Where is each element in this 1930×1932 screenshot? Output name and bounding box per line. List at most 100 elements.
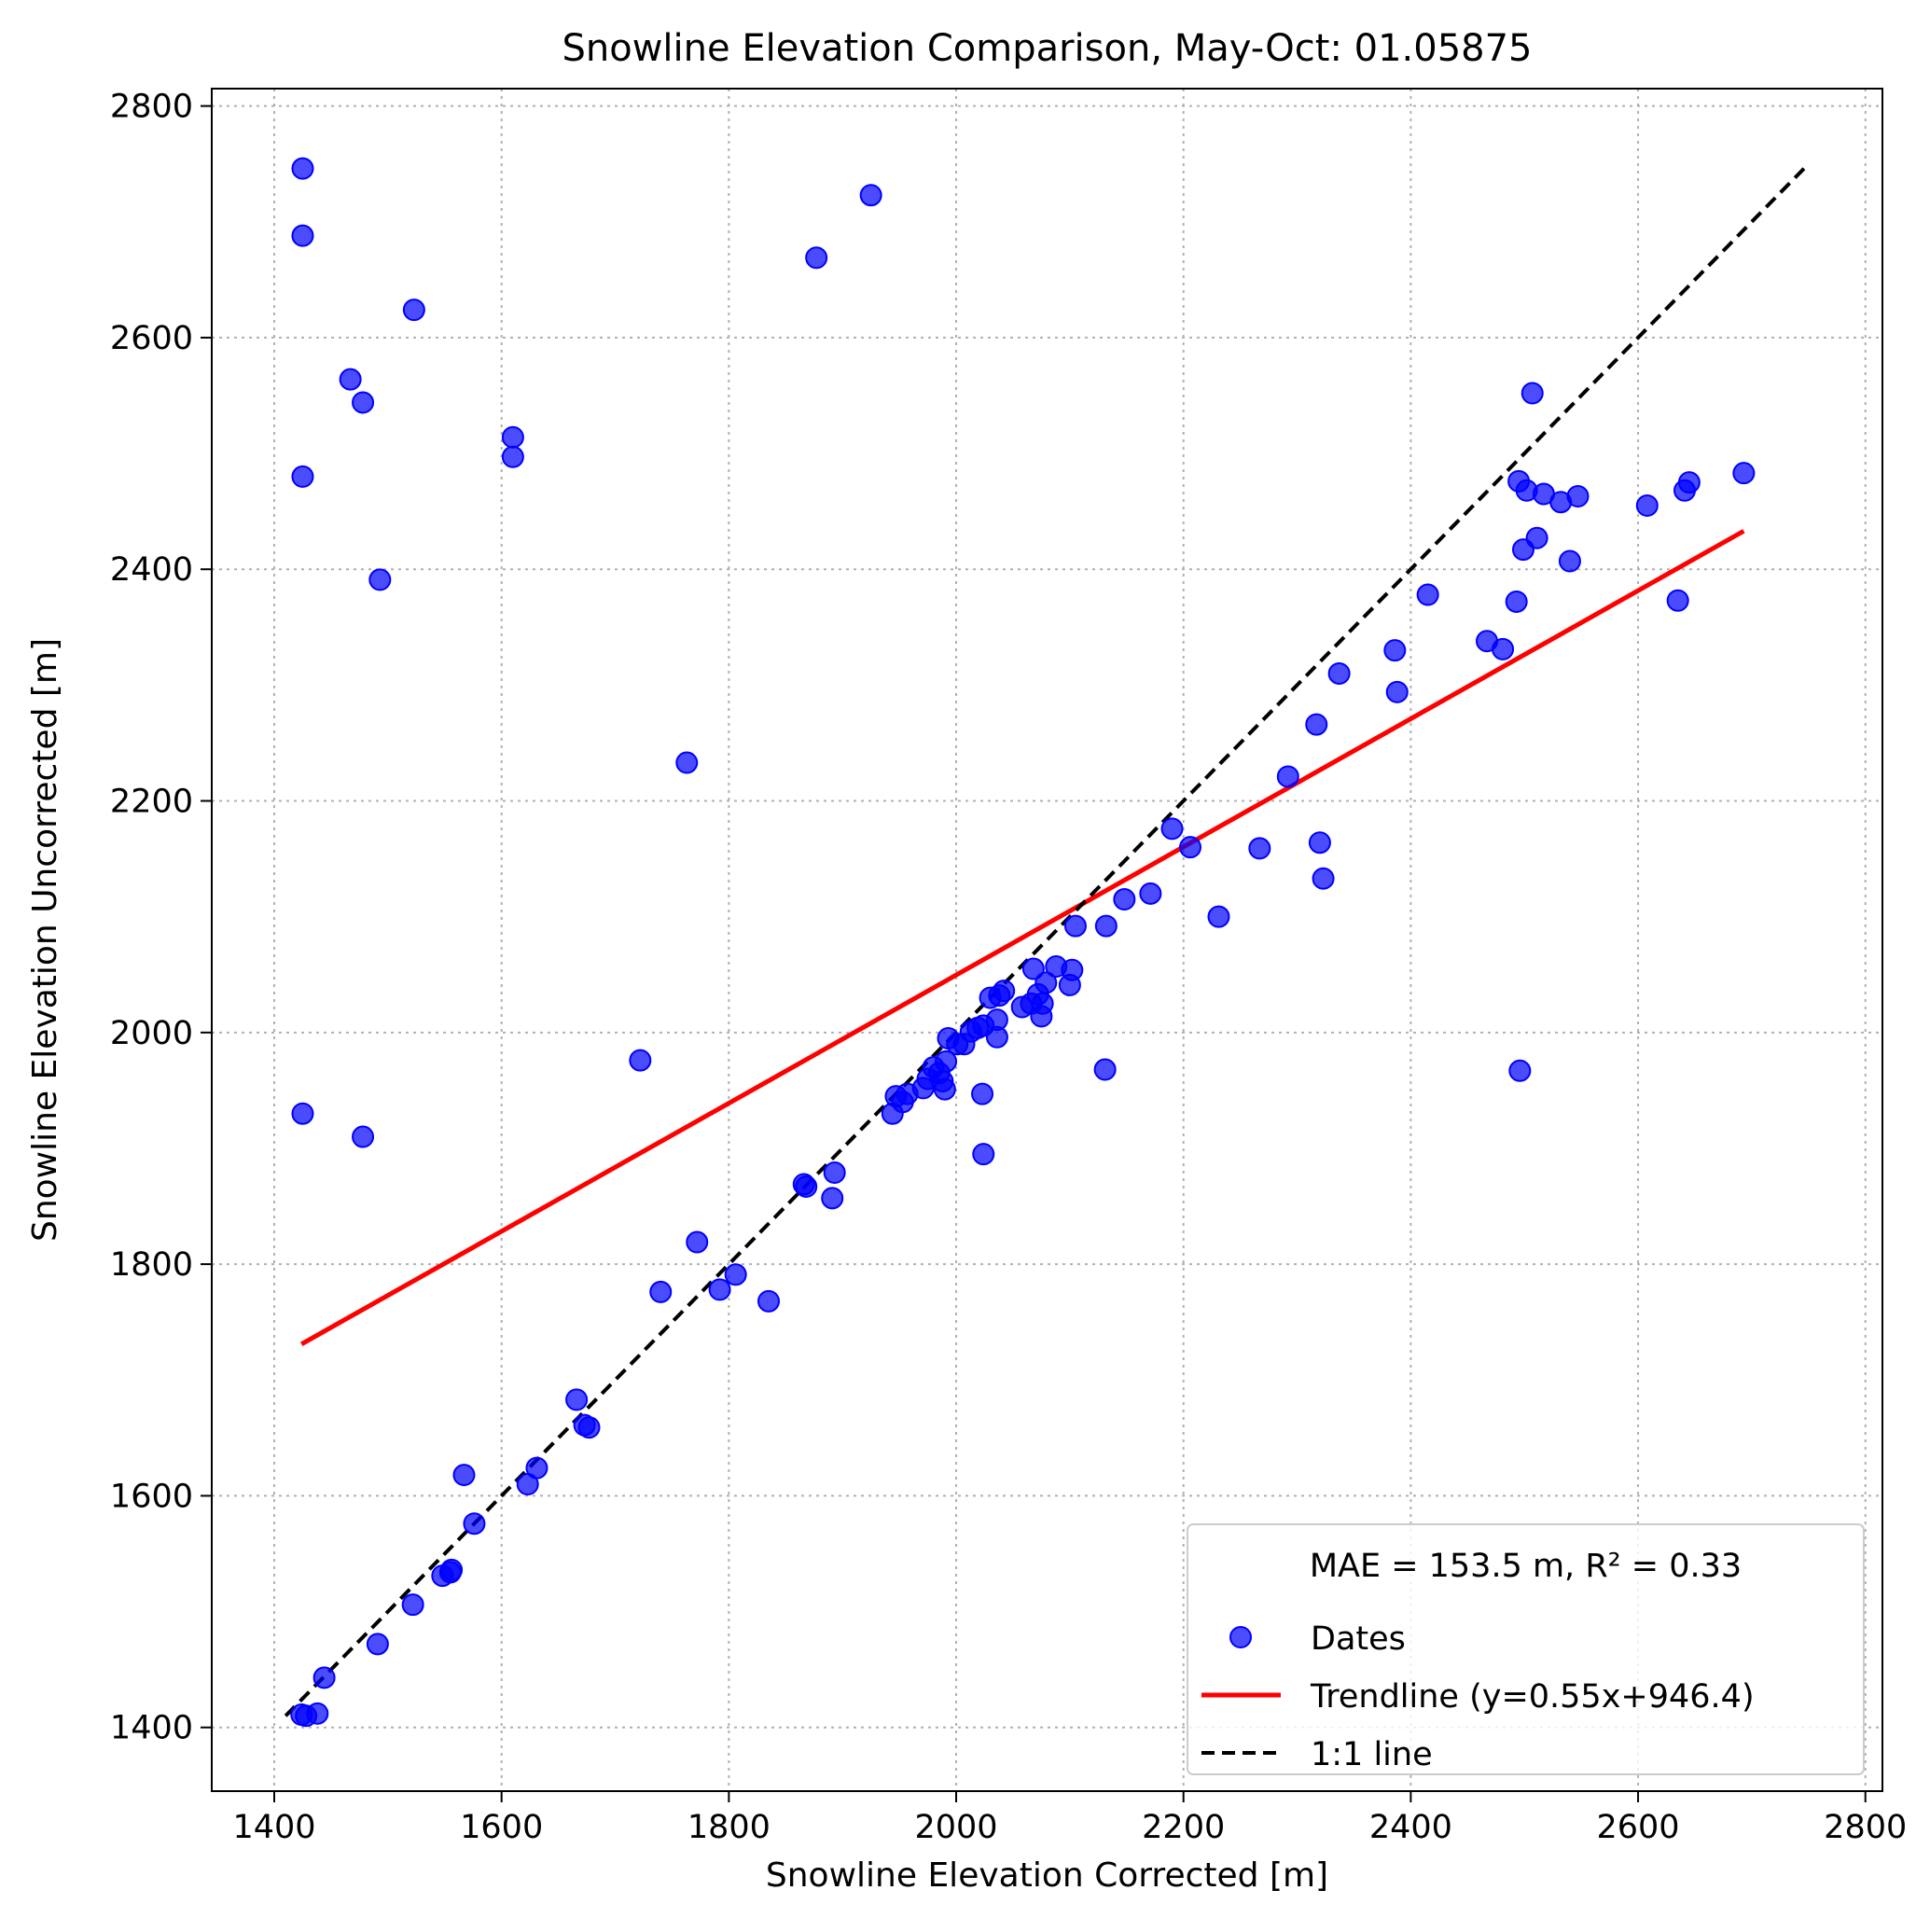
data-point	[1508, 1059, 1532, 1082]
data-point	[1063, 914, 1087, 938]
data-point	[1520, 382, 1544, 405]
data-point	[577, 1416, 601, 1439]
data-point	[708, 1278, 731, 1301]
data-point	[525, 1456, 548, 1480]
y-tick-label: 2200	[110, 784, 193, 821]
y-tick-label: 1400	[110, 1710, 193, 1747]
data-point	[629, 1049, 652, 1072]
data-point	[352, 391, 375, 414]
data-point	[859, 184, 882, 207]
legend-box	[1187, 1523, 1865, 1775]
grid-lines	[212, 89, 1882, 1791]
y-tick-label: 2600	[110, 320, 193, 357]
y-tick-label: 2000	[110, 1015, 193, 1052]
data-point	[1034, 971, 1058, 994]
data-point	[1383, 639, 1407, 662]
y-axis-label: Snowline Elevation Uncorrected [m]	[26, 638, 64, 1242]
x-axis-label: Snowline Elevation Corrected [m]	[766, 1856, 1328, 1895]
data-point	[501, 445, 524, 468]
data-point	[1677, 471, 1701, 494]
data-point	[565, 1388, 589, 1411]
data-point	[993, 980, 1016, 1003]
legend-label-identity: 1:1 line	[1311, 1736, 1433, 1773]
data-point	[401, 1593, 424, 1617]
y-tick-label: 1600	[110, 1478, 193, 1515]
data-point	[452, 1464, 476, 1487]
data-point	[971, 1082, 994, 1105]
data-point	[402, 299, 425, 322]
data-point	[1276, 765, 1299, 788]
axes-frame	[211, 88, 1883, 1792]
legend-label-trendline: Trendline (y=0.55x+946.4)	[1310, 1678, 1755, 1716]
data-point	[823, 1161, 846, 1185]
x-tick-label: 1800	[687, 1809, 771, 1846]
data-point	[463, 1512, 486, 1536]
data-point	[935, 1049, 958, 1073]
data-point	[339, 368, 362, 391]
legend-marker-dates	[1229, 1626, 1252, 1648]
data-point	[1305, 713, 1328, 736]
data-point	[352, 1125, 375, 1148]
data-point	[1160, 817, 1184, 841]
legend-label-dates: Dates	[1311, 1620, 1406, 1658]
data-point	[1385, 680, 1409, 703]
data-point	[686, 1230, 709, 1254]
data-point	[1635, 493, 1659, 517]
plot-data	[284, 157, 1806, 1728]
data-point	[1312, 867, 1335, 890]
legend: MAE = 153.5 m, R² = 0.33 Dates Trendline…	[1187, 1523, 1865, 1775]
data-point	[1139, 882, 1162, 905]
data-point	[366, 1633, 389, 1656]
data-point	[1113, 888, 1136, 911]
data-point	[795, 1174, 818, 1198]
data-point	[501, 425, 524, 449]
data-point	[675, 751, 699, 774]
data-point	[1179, 836, 1202, 859]
data-point	[312, 1666, 336, 1689]
data-point	[368, 568, 392, 591]
data-point	[291, 1102, 314, 1125]
data-point	[1327, 661, 1351, 685]
data-point	[1248, 837, 1271, 860]
data-point	[985, 1008, 1008, 1032]
data-point	[1732, 462, 1756, 485]
data-point	[1492, 637, 1515, 660]
data-point	[1666, 589, 1689, 612]
x-tick-label: 2000	[914, 1809, 997, 1846]
data-point	[1558, 549, 1581, 573]
data-point	[724, 1263, 747, 1286]
axis-ticks: 1400 1600 1800 2000 2200 2400 2600 2800 1400 1600…	[110, 89, 1907, 1846]
y-tick-label: 2400	[110, 551, 193, 589]
trendline	[300, 529, 1745, 1346]
data-point	[649, 1280, 673, 1303]
x-tick-label: 2200	[1142, 1809, 1225, 1846]
data-point	[1094, 914, 1118, 938]
data-point	[1093, 1058, 1117, 1081]
data-point	[933, 1077, 956, 1101]
x-tick-label: 2800	[1824, 1809, 1907, 1846]
chart-title: Snowline Elevation Comparison, May-Oct: …	[562, 27, 1532, 70]
x-tick-label: 2600	[1597, 1809, 1680, 1846]
legend-title: MAE = 153.5 m, R² = 0.33	[1310, 1548, 1742, 1585]
data-point	[1308, 831, 1331, 855]
data-point	[1021, 957, 1045, 980]
data-point	[821, 1187, 844, 1210]
y-tick-label: 1800	[110, 1246, 193, 1284]
data-point	[1416, 583, 1439, 606]
data-point	[1061, 958, 1084, 981]
x-tick-label: 1600	[460, 1809, 543, 1846]
data-point	[440, 1558, 464, 1581]
data-point	[1505, 590, 1528, 613]
data-point	[1566, 485, 1590, 508]
data-point	[291, 465, 314, 488]
data-point	[1031, 992, 1054, 1015]
data-point	[306, 1702, 329, 1725]
data-point	[1525, 526, 1548, 549]
data-point	[972, 1143, 995, 1166]
data-point	[1207, 905, 1230, 928]
x-tick-label: 1400	[232, 1809, 315, 1846]
data-point	[757, 1289, 780, 1313]
data-point	[291, 157, 314, 180]
